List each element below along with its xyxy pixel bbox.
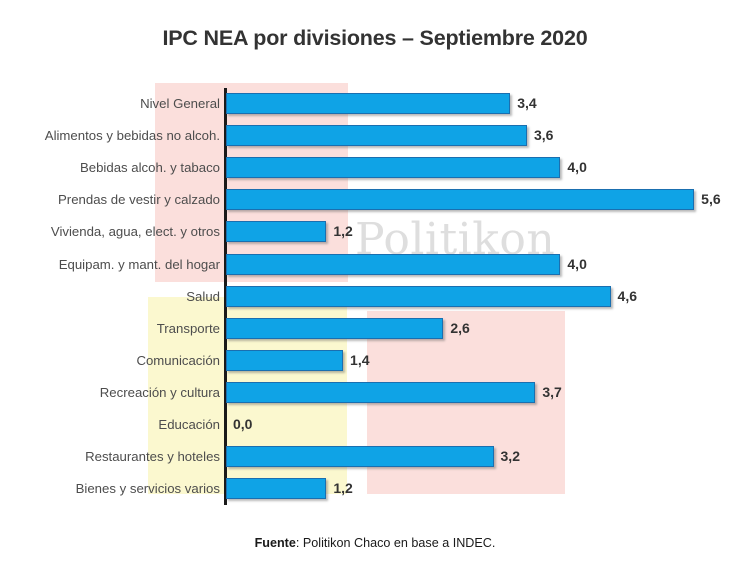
bar-value-label: 4,6 bbox=[617, 287, 638, 304]
category-label: Alimentos y bebidas no alcoh. bbox=[44, 128, 220, 144]
category-label: Recreación y cultura bbox=[99, 384, 220, 400]
bar-value-label: 4,0 bbox=[567, 255, 587, 272]
bar[interactable] bbox=[226, 157, 561, 179]
category-label: Prendas de vestir y calzado bbox=[58, 192, 220, 208]
bar-row: Vivienda, agua, elect. y otros 1,2 bbox=[0, 221, 750, 253]
bar[interactable] bbox=[226, 253, 561, 275]
category-label: Transporte bbox=[156, 320, 220, 336]
category-label: Educación bbox=[158, 417, 220, 432]
category-label: Nivel General bbox=[140, 96, 220, 111]
bar-row: Recreación y cultura 3,7 bbox=[0, 381, 750, 414]
category-label: Bienes y servicios varios bbox=[75, 481, 220, 497]
bar-row: Alimentos y bebidas no alcoh. 3,6 bbox=[0, 125, 750, 157]
bar-value-label: 1,4 bbox=[350, 351, 370, 368]
chart-title: IPC NEA por divisiones – Septiembre 2020 bbox=[162, 26, 588, 50]
bar-value-label: 2,6 bbox=[450, 319, 470, 336]
bar-value-label: 3,6 bbox=[533, 127, 554, 144]
bar[interactable] bbox=[226, 285, 611, 307]
bar-row: Restaurantes y hoteles 3,2 bbox=[0, 446, 750, 478]
bar-value-label: 1,2 bbox=[333, 223, 353, 240]
bar-value-label: 4,0 bbox=[567, 159, 587, 176]
bar-row: Comunicación 1,4 bbox=[0, 349, 750, 382]
category-label: Bebidas alcoh. y tabaco bbox=[79, 160, 220, 176]
category-label: Comunicación bbox=[136, 352, 220, 368]
category-label: Restaurantes y hoteles bbox=[85, 449, 220, 465]
highlight-band-pink-top bbox=[155, 83, 348, 282]
source-separator: : bbox=[295, 536, 303, 550]
bar-row: Salud 4,6 bbox=[0, 285, 750, 318]
bar-value-label: 3,2 bbox=[500, 448, 520, 465]
plot-area: Nivel General 3,4 Alimentos y bebidas no a… bbox=[0, 88, 750, 508]
bar[interactable] bbox=[226, 478, 327, 500]
category-label: Salud bbox=[186, 288, 220, 304]
bar[interactable] bbox=[226, 125, 527, 147]
bar-value-label: 5,6 bbox=[701, 191, 721, 208]
bar-value-label: 3,4 bbox=[517, 95, 537, 111]
bar[interactable] bbox=[226, 317, 444, 339]
bar[interactable] bbox=[226, 349, 344, 371]
source-text: Politikon Chaco en base a INDEC. bbox=[302, 536, 496, 550]
bar-row: Transporte 2,6 bbox=[0, 317, 750, 350]
bar[interactable] bbox=[226, 381, 536, 403]
bar-row: Bienes y servicios varios 1,2 bbox=[0, 478, 750, 510]
bar-value-label: 1,2 bbox=[333, 480, 353, 497]
value-axis-line bbox=[224, 88, 227, 505]
bar-row: Equipam. y mant. del hogar 4,0 bbox=[0, 253, 750, 286]
bar[interactable] bbox=[226, 446, 494, 468]
bar-value-label: 3,7 bbox=[542, 383, 562, 400]
bar[interactable] bbox=[226, 93, 511, 114]
bar-row: Prendas de vestir y calzado 5,6 bbox=[0, 189, 750, 221]
source-label: Fuente bbox=[254, 536, 296, 550]
bar[interactable] bbox=[226, 189, 695, 211]
bar-row: Nivel General 3,4 bbox=[0, 93, 750, 125]
bar-row: Bebidas alcoh. y tabaco 4,0 bbox=[0, 157, 750, 189]
bar-value-label: 0,0 bbox=[233, 416, 253, 432]
category-label: Equipam. y mant. del hogar bbox=[58, 256, 220, 272]
bar-row: Educación 0,0 bbox=[0, 414, 750, 446]
category-label: Vivienda, agua, elect. y otros bbox=[50, 224, 220, 240]
source-footer: Fuente: Politikon Chaco en base a INDEC. bbox=[0, 536, 750, 550]
bar[interactable] bbox=[226, 221, 327, 243]
